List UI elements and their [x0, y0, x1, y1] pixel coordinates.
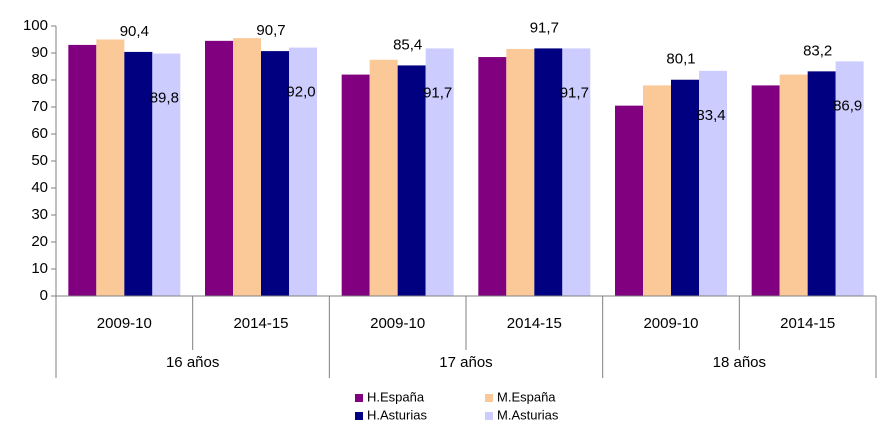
data-label: 90,7 [256, 22, 285, 39]
legend-swatch [485, 412, 493, 420]
bar [233, 38, 261, 297]
bar [289, 47, 317, 296]
data-label: 91,7 [530, 19, 559, 36]
y-tick-label: 10 [31, 260, 48, 277]
x-tick-label: 2009-10 [370, 315, 425, 332]
y-tick-label: 20 [31, 233, 48, 250]
bar [835, 61, 864, 297]
legend-label: H.España [367, 389, 425, 404]
bar [341, 74, 370, 296]
bar [152, 53, 181, 296]
y-tick-label: 0 [40, 287, 48, 304]
x-group-label: 18 años [713, 354, 766, 371]
y-tick-label: 40 [31, 179, 48, 196]
x-group-label: 17 años [439, 354, 492, 371]
bar [425, 48, 454, 296]
x-tick-label: 2009-10 [97, 315, 152, 332]
bar [506, 48, 535, 297]
y-tick-label: 90 [31, 44, 48, 61]
bar [615, 105, 643, 297]
legend-label: M.España [497, 389, 556, 404]
data-label: 85,4 [393, 36, 422, 53]
legend-label: M.Asturias [497, 407, 559, 422]
y-tick-label: 80 [31, 71, 48, 88]
y-tick-label: 30 [31, 206, 48, 223]
x-tick-label: 2014-15 [233, 315, 288, 332]
data-label: 91,7 [423, 84, 452, 101]
x-tick-label: 2009-10 [643, 315, 698, 332]
legend-label: H.Asturias [367, 407, 427, 422]
bar [68, 44, 97, 297]
legend-swatch [485, 394, 493, 402]
bar [397, 65, 426, 296]
y-tick-label: 70 [31, 98, 48, 115]
x-group-label: 16 años [166, 354, 219, 371]
bar [643, 85, 671, 297]
bar [369, 59, 398, 296]
bar [534, 48, 563, 296]
bar [96, 39, 125, 296]
x-tick-label: 2014-15 [780, 315, 835, 332]
data-label: 86,9 [833, 97, 862, 114]
bar [699, 70, 727, 296]
data-label: 83,4 [696, 107, 725, 124]
bar [261, 51, 289, 296]
y-tick-label: 50 [31, 152, 48, 169]
bar [478, 57, 507, 296]
bar [779, 74, 808, 296]
data-label: 92,0 [286, 84, 315, 101]
legend-swatch [355, 394, 363, 402]
x-tick-label: 2014-15 [507, 315, 562, 332]
y-tick-label: 100 [23, 17, 48, 34]
bar [562, 48, 591, 296]
bar [124, 51, 153, 296]
legend-swatch [355, 412, 363, 420]
data-label: 89,8 [150, 90, 179, 107]
bar [671, 79, 699, 296]
y-tick-label: 60 [31, 125, 48, 142]
data-label: 83,2 [803, 42, 832, 59]
bar [205, 40, 233, 296]
data-label: 90,4 [120, 23, 149, 40]
bar [751, 85, 780, 297]
bar [807, 71, 836, 296]
data-label: 80,1 [666, 51, 695, 68]
data-label: 91,7 [560, 84, 589, 101]
